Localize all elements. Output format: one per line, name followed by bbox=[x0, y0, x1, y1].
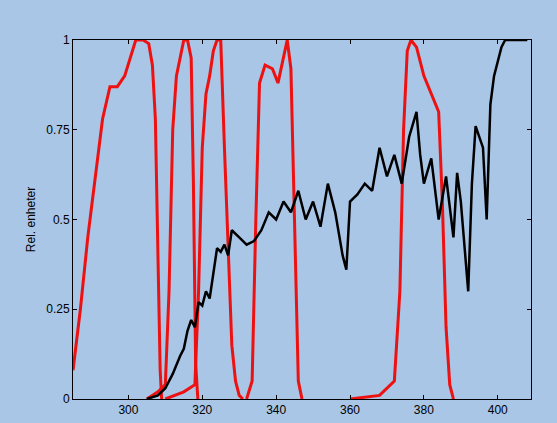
svg-text:300: 300 bbox=[118, 403, 138, 417]
svg-text:380: 380 bbox=[414, 403, 434, 417]
svg-text:0.75: 0.75 bbox=[46, 123, 70, 137]
svg-text:320: 320 bbox=[192, 403, 212, 417]
svg-text:1: 1 bbox=[63, 33, 70, 47]
svg-text:340: 340 bbox=[266, 403, 286, 417]
svg-text:0: 0 bbox=[63, 392, 70, 406]
svg-text:0.5: 0.5 bbox=[53, 213, 70, 227]
svg-text:360: 360 bbox=[340, 403, 360, 417]
svg-text:0.25: 0.25 bbox=[46, 302, 70, 316]
svg-text:Rel. enheter: Rel. enheter bbox=[24, 187, 38, 252]
svg-text:400: 400 bbox=[488, 403, 508, 417]
